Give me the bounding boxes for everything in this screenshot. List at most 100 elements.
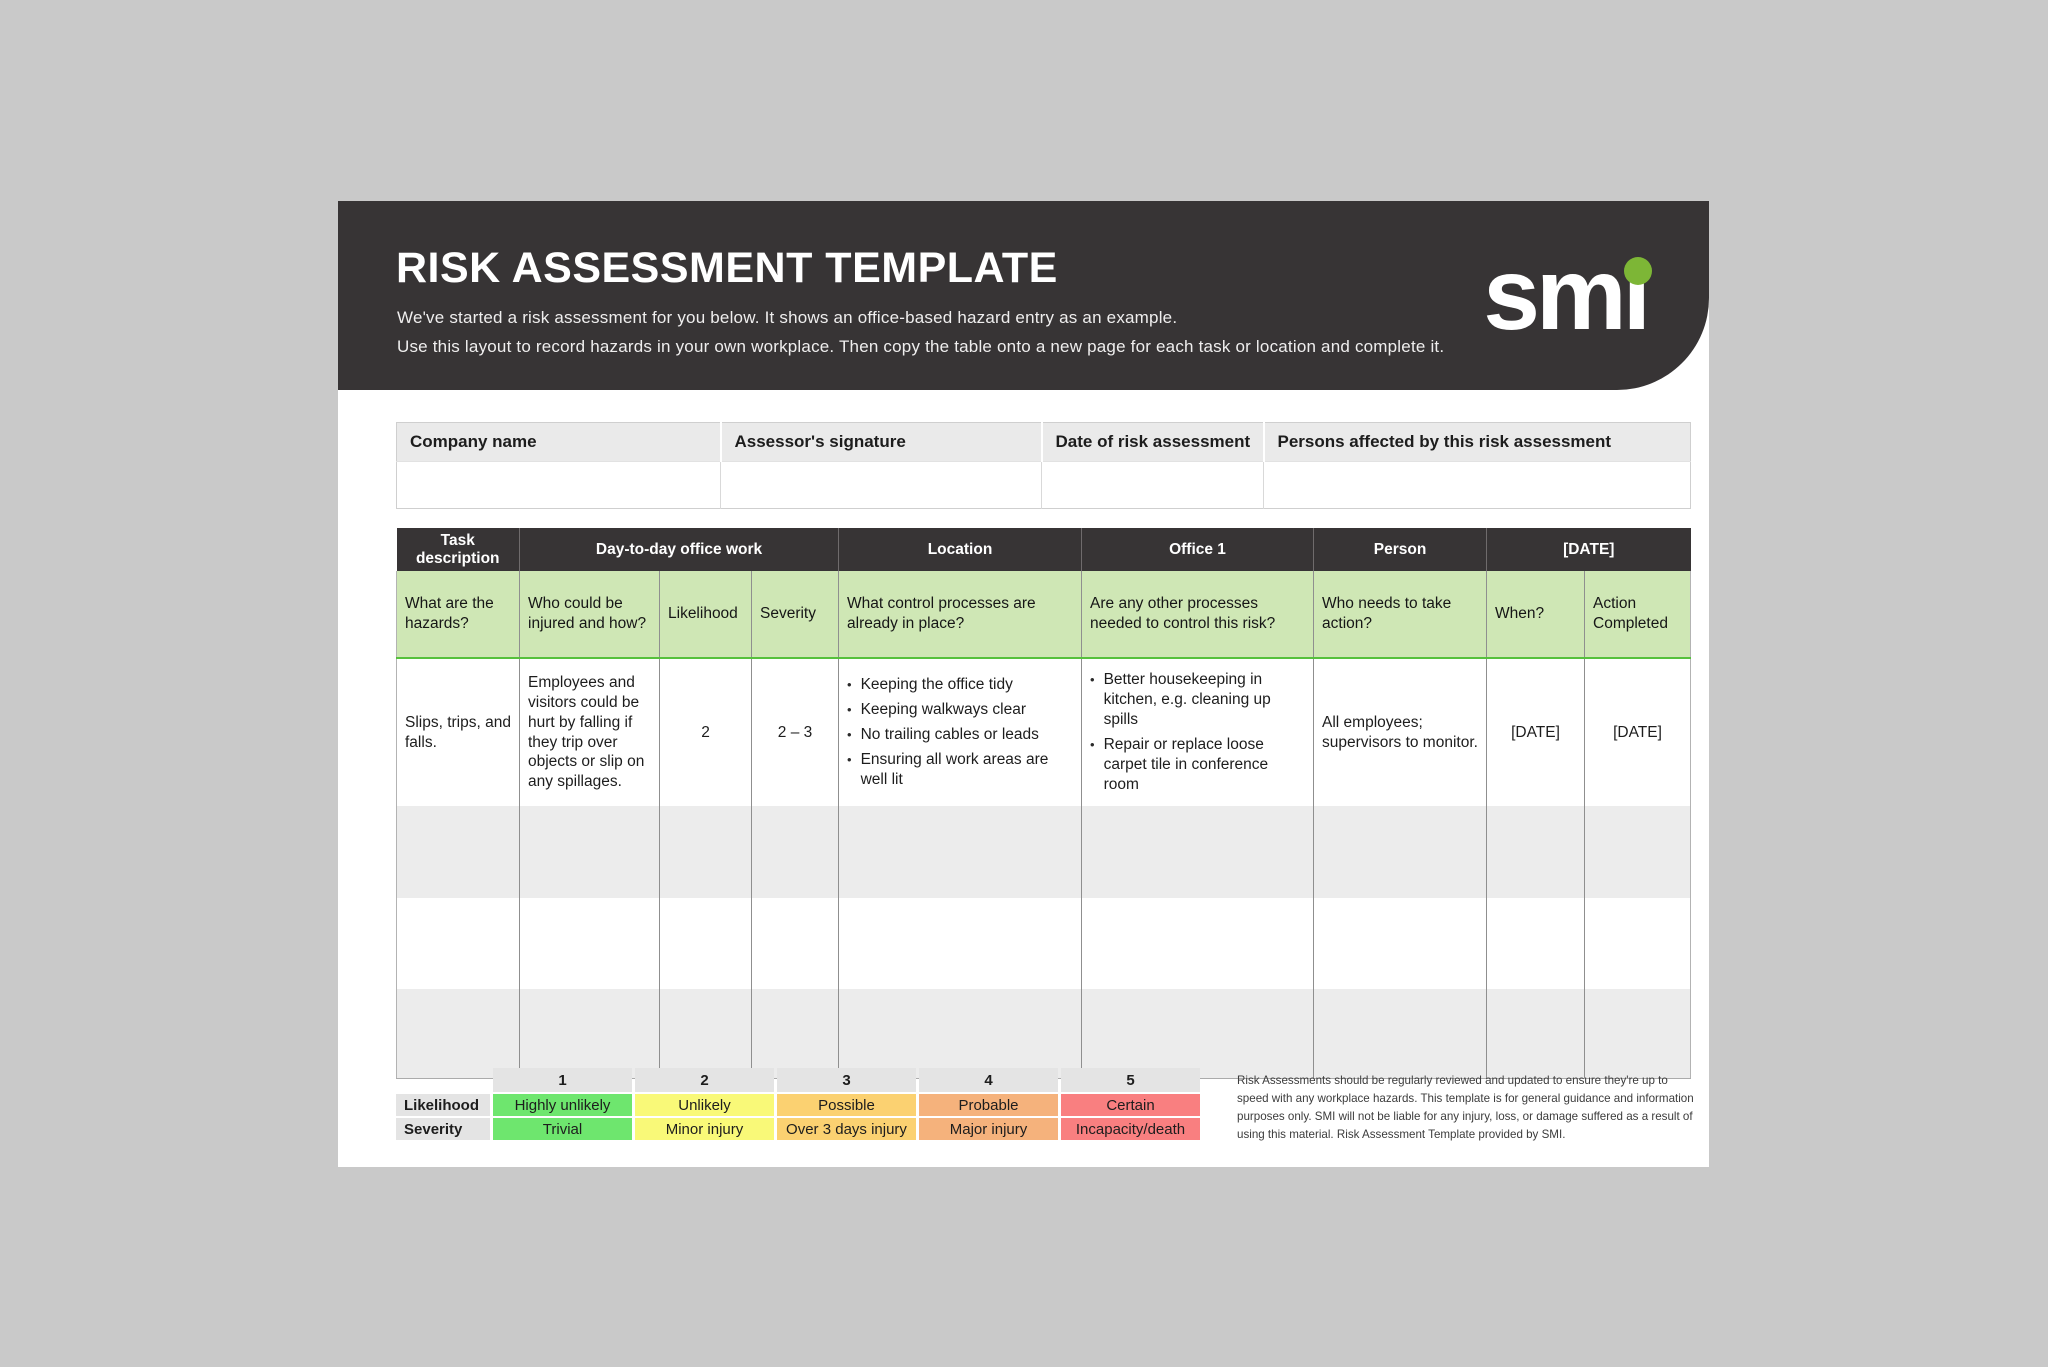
persons-affected-header: Persons affected by this risk assessment	[1263, 422, 1691, 462]
severity-legend-label: Severity	[396, 1118, 490, 1140]
blank-field[interactable]	[1486, 898, 1586, 989]
action-completed-cell: [DATE]	[1584, 658, 1692, 806]
blank-field[interactable]	[838, 898, 1083, 989]
severity-3-cell: Over 3 days injury	[777, 1118, 916, 1140]
blank-field[interactable]	[1584, 806, 1692, 898]
likelihood-2-cell: Unlikely	[635, 1094, 774, 1116]
date-header: [DATE]	[1486, 528, 1691, 571]
empty-hazard-row	[396, 989, 1692, 1079]
green-dot-icon	[1624, 257, 1652, 285]
document-page: RISK ASSESSMENT TEMPLATE We've started a…	[338, 201, 1709, 1167]
other-processes-cell: • Better housekeeping in kitchen, e.g. cl…	[1081, 658, 1315, 806]
blank-field[interactable]	[519, 806, 660, 898]
severity-1-cell: Trivial	[493, 1118, 632, 1140]
bullet-text: Better housekeeping in kitchen, e.g. cle…	[1103, 671, 1271, 728]
blank-field[interactable]	[1313, 806, 1488, 898]
company-name-header: Company name	[396, 422, 722, 462]
bullet-text: No trailing cables or leads	[860, 726, 1039, 743]
when-cell: [DATE]	[1486, 658, 1586, 806]
severity-column-header: Severity	[750, 571, 840, 659]
group-header-row: Task description Day-to-day office work …	[396, 528, 1691, 571]
blank-field[interactable]	[659, 898, 752, 989]
legend-empty-corner	[396, 1068, 490, 1092]
risk-assessment-table: Task description Day-to-day office work …	[396, 528, 1692, 1079]
severity-cell: 2 – 3	[750, 658, 840, 806]
controls-column-header: What control processes are already in pl…	[838, 571, 1083, 659]
who-injured-column-header: Who could be injured and how?	[519, 571, 660, 659]
blank-field[interactable]	[838, 989, 1083, 1079]
legend-scale-3: 3	[777, 1068, 916, 1092]
who-action-column-header: Who needs to take action?	[1313, 571, 1488, 659]
likelihood-legend-label: Likelihood	[396, 1094, 490, 1116]
assessor-signature-field[interactable]	[720, 461, 1042, 509]
hazard-cell: Slips, trips, and falls.	[396, 658, 520, 806]
header-subtitle-2: Use this layout to record hazards in you…	[397, 337, 1445, 356]
legend-scale-2: 2	[635, 1068, 774, 1092]
bullet-icon: •	[847, 727, 852, 742]
info-table-header-row: Company name Assessor's signature Date o…	[396, 422, 1691, 462]
blank-field[interactable]	[1081, 806, 1315, 898]
blank-field[interactable]	[838, 806, 1083, 898]
severity-4-cell: Major injury	[919, 1118, 1058, 1140]
blank-field[interactable]	[396, 898, 520, 989]
blank-field[interactable]	[750, 989, 840, 1079]
likelihood-4-cell: Probable	[919, 1094, 1058, 1116]
severity-2-cell: Minor injury	[635, 1118, 774, 1140]
bullet-icon: •	[847, 677, 852, 692]
disclaimer-text: Risk Assessments should be regularly rev…	[1237, 1074, 1694, 1141]
controls-cell: • Keeping the office tidy • Keeping walkway…	[838, 658, 1083, 806]
bullet-text: Keeping the office tidy	[860, 676, 1013, 693]
company-name-field[interactable]	[396, 461, 721, 509]
smi-logo: smı	[1483, 237, 1652, 361]
bullet-text: Keeping walkways clear	[860, 701, 1026, 718]
location-value-header: Office 1	[1081, 528, 1315, 571]
likelihood-3-cell: Possible	[777, 1094, 916, 1116]
when-column-header: When?	[1486, 571, 1586, 659]
blank-field[interactable]	[1584, 989, 1692, 1079]
persons-affected-field[interactable]	[1263, 461, 1691, 509]
who-injured-cell: Employees and visitors could be hurt by …	[519, 658, 660, 806]
bullet-icon: •	[847, 702, 852, 717]
bullet-text: Repair or replace loose carpet tile in c…	[1103, 736, 1269, 793]
legend-scale-4: 4	[919, 1068, 1058, 1092]
likelihood-cell: 2	[659, 658, 752, 806]
header-subtitle-1: We've started a risk assessment for you …	[397, 308, 1178, 327]
blank-field[interactable]	[396, 989, 520, 1079]
blank-field[interactable]	[519, 898, 660, 989]
blank-field[interactable]	[519, 989, 660, 1079]
task-description-header: Task description	[396, 528, 520, 571]
rating-legend: 1 2 3 4 5 Likelihood Highly unlikely Unl…	[396, 1068, 1200, 1140]
empty-hazard-row	[396, 806, 1692, 898]
severity-5-cell: Incapacity/death	[1061, 1118, 1200, 1140]
date-of-assessment-field[interactable]	[1041, 461, 1264, 509]
blank-field[interactable]	[1081, 898, 1315, 989]
blank-field[interactable]	[1081, 989, 1315, 1079]
blank-field[interactable]	[659, 989, 752, 1079]
column-header-row: What are the hazards? Who could be injur…	[396, 571, 1692, 659]
example-hazard-row: Slips, trips, and falls. Employees and v…	[396, 658, 1692, 806]
task-value-header: Day-to-day office work	[519, 528, 840, 571]
blank-field[interactable]	[1486, 989, 1586, 1079]
location-header: Location	[838, 528, 1083, 571]
likelihood-column-header: Likelihood	[659, 571, 752, 659]
date-of-assessment-header: Date of risk assessment	[1041, 422, 1265, 462]
blank-field[interactable]	[1584, 898, 1692, 989]
header-band: RISK ASSESSMENT TEMPLATE We've started a…	[338, 201, 1709, 390]
bullet-icon: •	[847, 752, 852, 767]
blank-field[interactable]	[1313, 989, 1488, 1079]
other-processes-column-header: Are any other processes needed to contro…	[1081, 571, 1315, 659]
smi-logo-text: smı	[1483, 237, 1651, 351]
blank-field[interactable]	[1313, 898, 1488, 989]
blank-field[interactable]	[750, 898, 840, 989]
bullet-text: Ensuring all work areas are well lit	[860, 751, 1049, 788]
assessor-signature-header: Assessor's signature	[720, 422, 1043, 462]
who-action-cell: All employees; supervisors to monitor.	[1313, 658, 1488, 806]
person-header: Person	[1313, 528, 1488, 571]
blank-field[interactable]	[396, 806, 520, 898]
blank-field[interactable]	[659, 806, 752, 898]
legend-scale-1: 1	[493, 1068, 632, 1092]
action-completed-column-header: Action Completed	[1584, 571, 1692, 659]
blank-field[interactable]	[750, 806, 840, 898]
blank-field[interactable]	[1486, 806, 1586, 898]
